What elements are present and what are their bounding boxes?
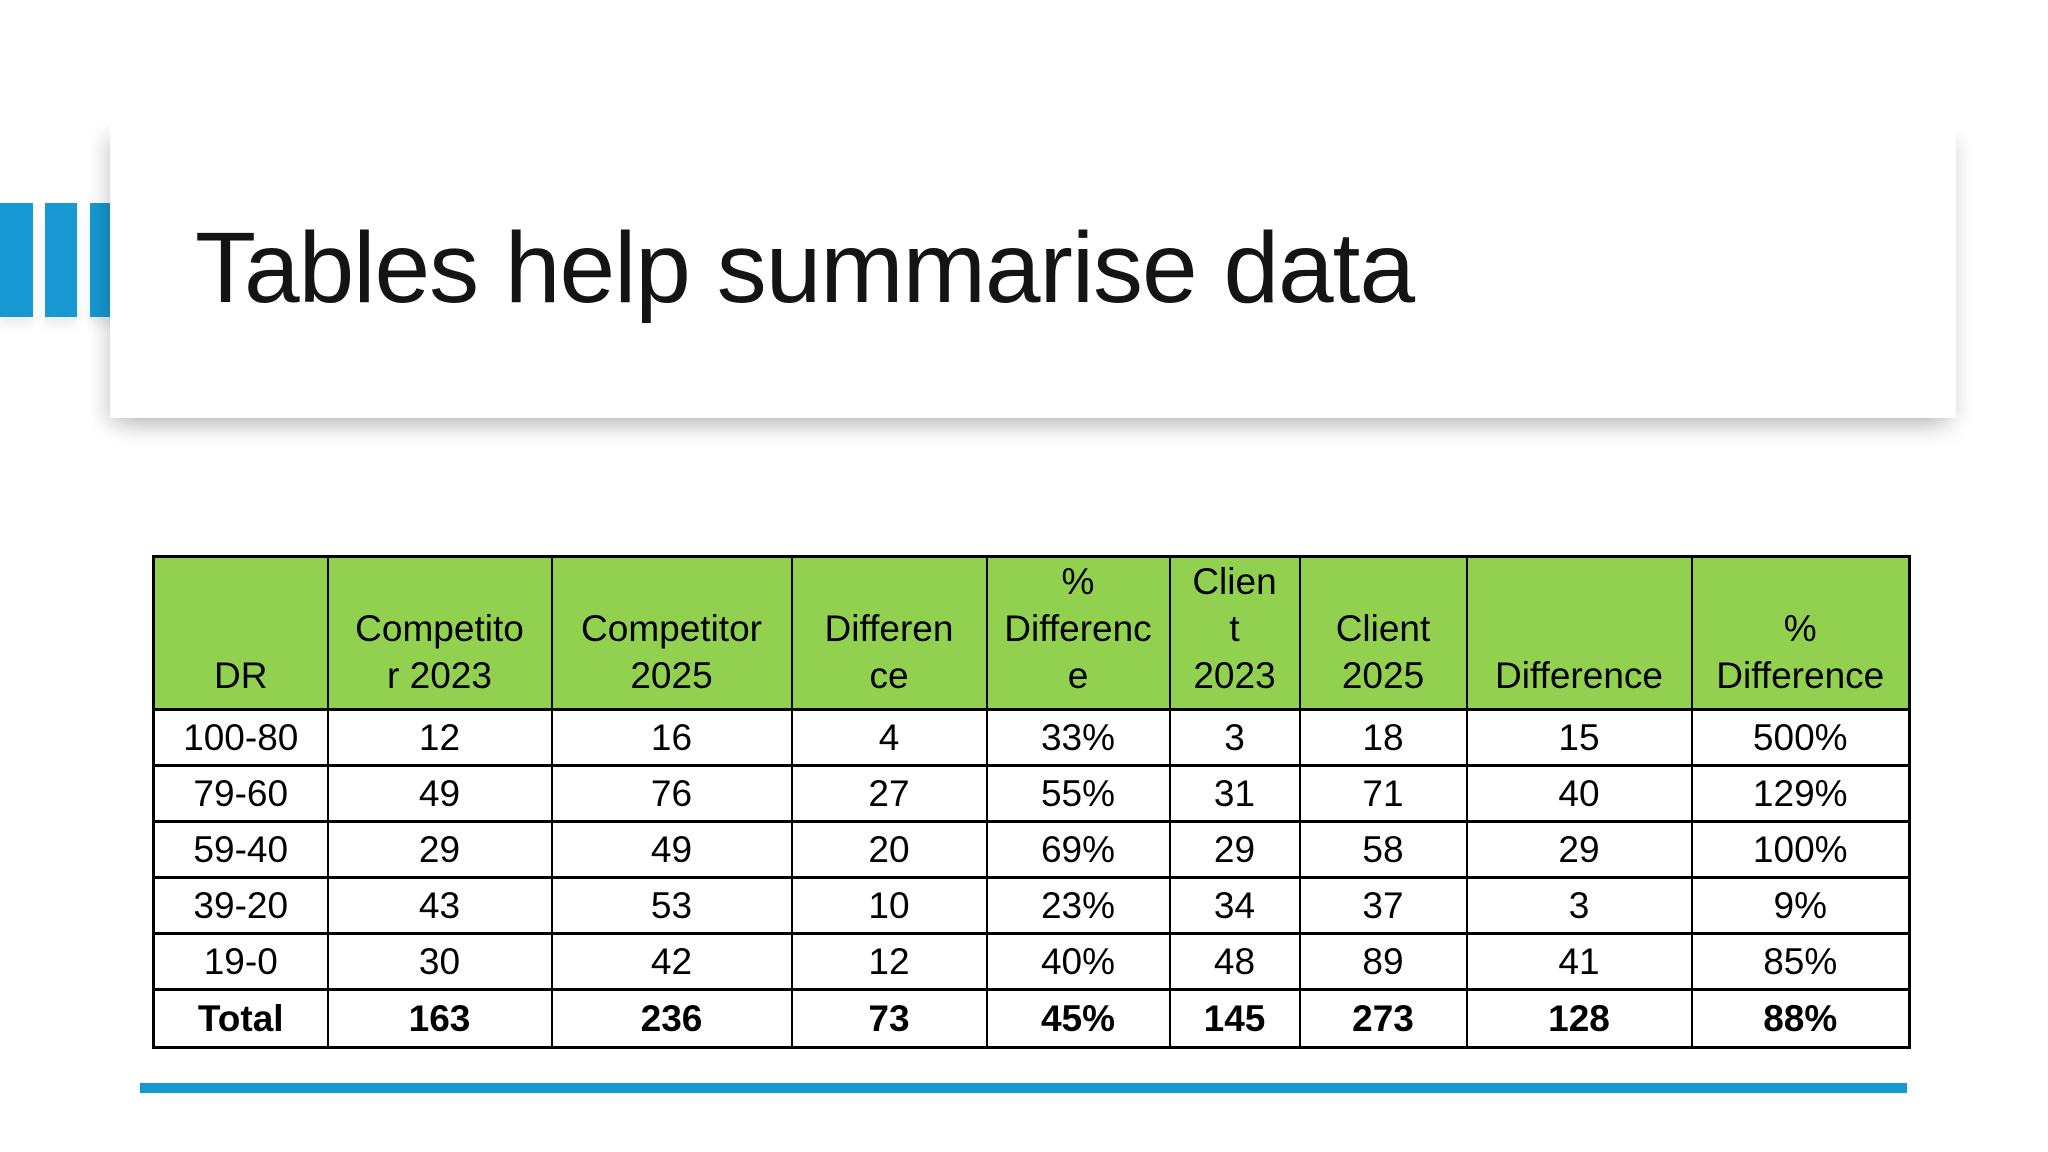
table-row: 19-0 30 42 12 40% 48 89 41 85%	[152, 932, 1911, 991]
table-cell: 37	[1298, 876, 1468, 935]
table-cell: 85%	[1690, 932, 1911, 991]
summary-table: DR Competito r 2023 Competitor 2025 Diff…	[152, 555, 1911, 1049]
column-header-dr: DR	[152, 555, 329, 711]
table-cell: 76	[550, 764, 793, 823]
table-cell: 89	[1298, 932, 1468, 991]
total-cell: 128	[1465, 988, 1693, 1049]
table-cell: 48	[1168, 932, 1301, 991]
column-header-competitor-2025: Competitor 2025	[550, 555, 793, 711]
table-cell: 71	[1298, 764, 1468, 823]
table-cell: 10	[790, 876, 988, 935]
table-cell: 69%	[985, 820, 1171, 879]
table-cell: 129%	[1690, 764, 1911, 823]
column-header-client-2025: Client 2025	[1298, 555, 1468, 711]
column-header-client-2023: Clien t 2023	[1168, 555, 1301, 711]
table-cell: 15	[1465, 708, 1693, 767]
table-cell: 23%	[985, 876, 1171, 935]
table-cell: 58	[1298, 820, 1468, 879]
table-cell: 4	[790, 708, 988, 767]
table-cell: 40	[1465, 764, 1693, 823]
table-cell: 33%	[985, 708, 1171, 767]
table-cell: 30	[326, 932, 553, 991]
column-header-pct-difference-client: % Difference	[1690, 555, 1911, 711]
table-cell: 3	[1465, 876, 1693, 935]
table-cell: 100%	[1690, 820, 1911, 879]
table-cell: 49	[326, 764, 553, 823]
table-cell: 49	[550, 820, 793, 879]
title-card: Tables help summarise data	[110, 118, 1956, 418]
table-cell: 34	[1168, 876, 1301, 935]
table-cell: 29	[1465, 820, 1693, 879]
header-row: DR Competito r 2023 Competitor 2025 Diff…	[152, 555, 1911, 711]
column-header-difference-competitor: Differen ce	[790, 555, 988, 711]
total-cell: 163	[326, 988, 553, 1049]
bottom-accent-line	[140, 1083, 1907, 1093]
table-row: 39-20 43 53 10 23% 34 37 3 9%	[152, 876, 1911, 935]
table-cell: 20	[790, 820, 988, 879]
table-cell: 41	[1465, 932, 1693, 991]
total-cell: 236	[550, 988, 793, 1049]
slide-title: Tables help summarise data	[195, 211, 1415, 324]
table-cell: 29	[326, 820, 553, 879]
total-label-cell: Total	[152, 988, 329, 1049]
column-header-difference-client: Difference	[1465, 555, 1693, 711]
table-cell: 79-60	[152, 764, 329, 823]
table-cell: 31	[1168, 764, 1301, 823]
table-cell: 53	[550, 876, 793, 935]
table-cell: 19-0	[152, 932, 329, 991]
accent-bar-1	[0, 203, 33, 317]
table-cell: 12	[790, 932, 988, 991]
table-cell: 500%	[1690, 708, 1911, 767]
table-row: 59-40 29 49 20 69% 29 58 29 100%	[152, 820, 1911, 879]
table-cell: 9%	[1690, 876, 1911, 935]
column-header-competitor-2023: Competito r 2023	[326, 555, 553, 711]
total-cell: 145	[1168, 988, 1301, 1049]
table-row: 100-80 12 16 4 33% 3 18 15 500%	[152, 708, 1911, 767]
total-cell: 273	[1298, 988, 1468, 1049]
table-row: 79-60 49 76 27 55% 31 71 40 129%	[152, 764, 1911, 823]
table-cell: 3	[1168, 708, 1301, 767]
table-cell: 55%	[985, 764, 1171, 823]
table-cell: 16	[550, 708, 793, 767]
table-cell: 27	[790, 764, 988, 823]
total-cell: 45%	[985, 988, 1171, 1049]
table-cell: 29	[1168, 820, 1301, 879]
table-cell: 39-20	[152, 876, 329, 935]
table-cell: 100-80	[152, 708, 329, 767]
table-cell: 43	[326, 876, 553, 935]
total-row: Total 163 236 73 45% 145 273 128 88%	[152, 988, 1911, 1049]
accent-bar-2	[45, 203, 77, 317]
table-cell: 12	[326, 708, 553, 767]
table-cell: 42	[550, 932, 793, 991]
table-cell: 40%	[985, 932, 1171, 991]
table-cell: 18	[1298, 708, 1468, 767]
table-cell: 59-40	[152, 820, 329, 879]
total-cell: 88%	[1690, 988, 1911, 1049]
column-header-pct-difference-competitor: % Differenc e	[985, 555, 1171, 711]
total-cell: 73	[790, 988, 988, 1049]
